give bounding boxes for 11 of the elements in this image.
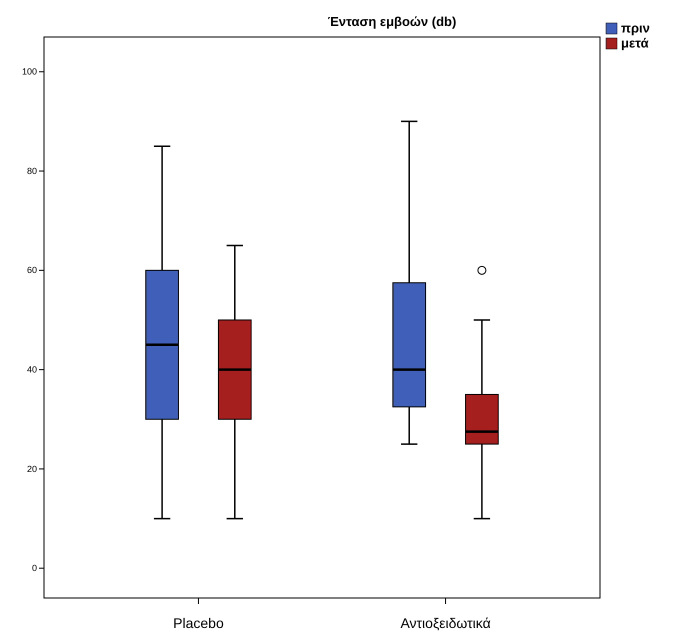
x-tick-label: Αντιοξειδωτικά [400, 615, 491, 631]
y-tick-label: 20 [26, 464, 37, 474]
y-tick-label: 80 [26, 166, 37, 176]
y-tick-label: 40 [26, 364, 37, 375]
legend-label: πριν [621, 20, 650, 36]
x-tick-label: Placebo [173, 615, 224, 631]
y-tick-label: 60 [26, 265, 37, 276]
y-tick-label: 100 [22, 66, 37, 77]
chart-title: Ένταση εμβοών (db) [328, 14, 456, 29]
legend-label: μετά [621, 36, 649, 50]
y-tick-label: 0 [32, 563, 37, 574]
